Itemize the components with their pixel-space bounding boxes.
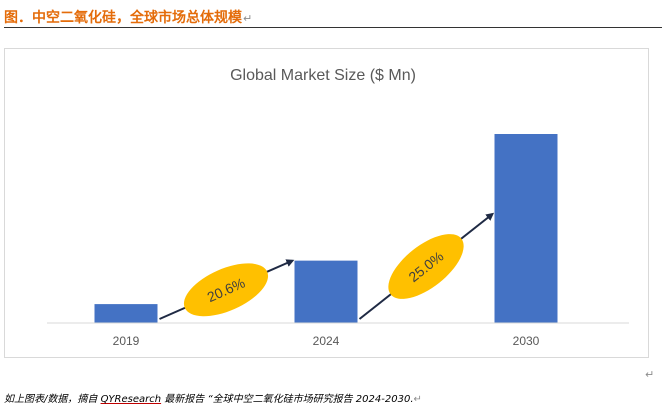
caption-suffix: 最新报告 “全球中空二氧化硅市场研究报告 2024-2030. <box>161 394 414 405</box>
x-tick-label-2030: 2030 <box>513 334 540 348</box>
heading-divider <box>4 27 662 28</box>
source-caption: 如上图表/数据，摘自 QYResearch 最新报告 “全球中空二氧化硅市场研究… <box>4 390 422 405</box>
cagr-badge-1: 20.6% <box>183 263 269 317</box>
chart-title: Global Market Size ($ Mn) <box>230 67 416 84</box>
bar-2030 <box>494 134 558 323</box>
cagr-badge-2: 25.0% <box>388 234 464 299</box>
paragraph-mark-icon: ↵ <box>413 394 422 405</box>
caption-source: QYResearch <box>100 394 162 405</box>
figure-heading-text: 图．中空二氧化硅，全球市场总体规模 <box>4 10 242 26</box>
paragraph-mark-icon: ↵ <box>243 12 253 25</box>
figure-heading: 图．中空二氧化硅，全球市场总体规模↵ <box>4 7 252 27</box>
cagr-badge-shape <box>388 234 464 299</box>
chart-container: Global Market Size ($ Mn) 2019 2024 2030 2… <box>4 48 649 358</box>
market-size-chart: Global Market Size ($ Mn) 2019 2024 2030 2… <box>47 67 629 348</box>
x-tick-label-2019: 2019 <box>113 334 140 348</box>
x-tick-label-2024: 2024 <box>313 334 340 348</box>
bar-2019 <box>94 304 158 323</box>
cagr-badge-shape <box>183 263 269 317</box>
caption-prefix: 如上图表/数据，摘自 <box>4 394 101 405</box>
paragraph-mark-icon: ↵ <box>645 368 655 381</box>
bar-2024 <box>294 260 358 323</box>
